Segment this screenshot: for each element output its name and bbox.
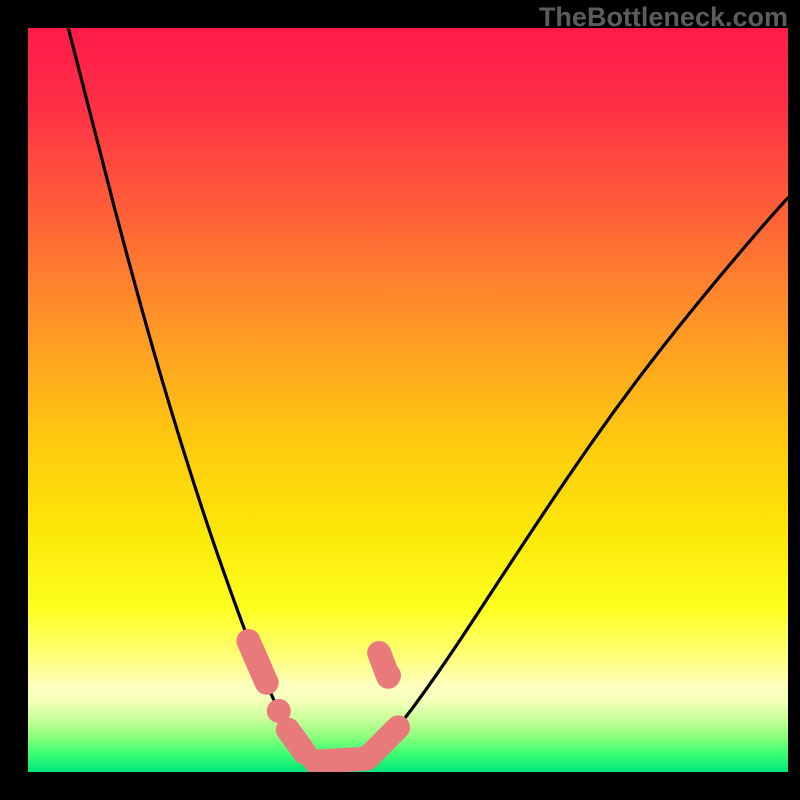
marker-group: [248, 641, 401, 762]
curve-marker-segment: [368, 727, 398, 757]
curve-marker-segment: [379, 653, 388, 677]
curve-marker-segment: [248, 641, 266, 683]
watermark-text: TheBottleneck.com: [539, 2, 788, 33]
chart-frame: TheBottleneck.com: [0, 0, 800, 800]
bottleneck-curve: [68, 28, 788, 765]
plot-area: [28, 28, 788, 772]
chart-overlay: [28, 28, 788, 772]
curve-marker-segment: [288, 730, 305, 753]
